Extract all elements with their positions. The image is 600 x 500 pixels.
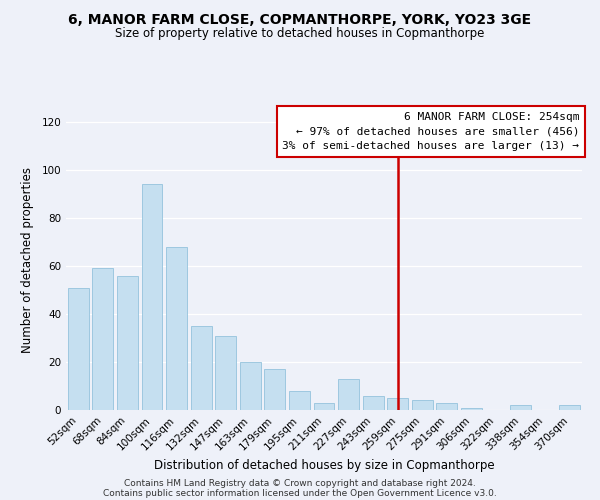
Bar xyxy=(117,276,138,410)
Bar xyxy=(436,403,457,410)
Text: Contains public sector information licensed under the Open Government Licence v3: Contains public sector information licen… xyxy=(103,488,497,498)
Text: 6 MANOR FARM CLOSE: 254sqm
← 97% of detached houses are smaller (456)
3% of semi: 6 MANOR FARM CLOSE: 254sqm ← 97% of deta… xyxy=(283,112,580,151)
Bar xyxy=(362,396,383,410)
Bar xyxy=(215,336,236,410)
Bar xyxy=(92,268,113,410)
Bar xyxy=(142,184,163,410)
Bar xyxy=(510,405,531,410)
Bar xyxy=(289,391,310,410)
Text: Contains HM Land Registry data © Crown copyright and database right 2024.: Contains HM Land Registry data © Crown c… xyxy=(124,478,476,488)
Bar xyxy=(240,362,261,410)
Y-axis label: Number of detached properties: Number of detached properties xyxy=(22,167,34,353)
Bar xyxy=(412,400,433,410)
Bar xyxy=(191,326,212,410)
Bar xyxy=(68,288,89,410)
Bar xyxy=(265,369,286,410)
X-axis label: Distribution of detached houses by size in Copmanthorpe: Distribution of detached houses by size … xyxy=(154,458,494,471)
Bar xyxy=(338,379,359,410)
Text: Size of property relative to detached houses in Copmanthorpe: Size of property relative to detached ho… xyxy=(115,28,485,40)
Bar xyxy=(387,398,408,410)
Bar xyxy=(166,247,187,410)
Bar xyxy=(461,408,482,410)
Bar xyxy=(314,403,334,410)
Text: 6, MANOR FARM CLOSE, COPMANTHORPE, YORK, YO23 3GE: 6, MANOR FARM CLOSE, COPMANTHORPE, YORK,… xyxy=(68,12,532,26)
Bar xyxy=(559,405,580,410)
